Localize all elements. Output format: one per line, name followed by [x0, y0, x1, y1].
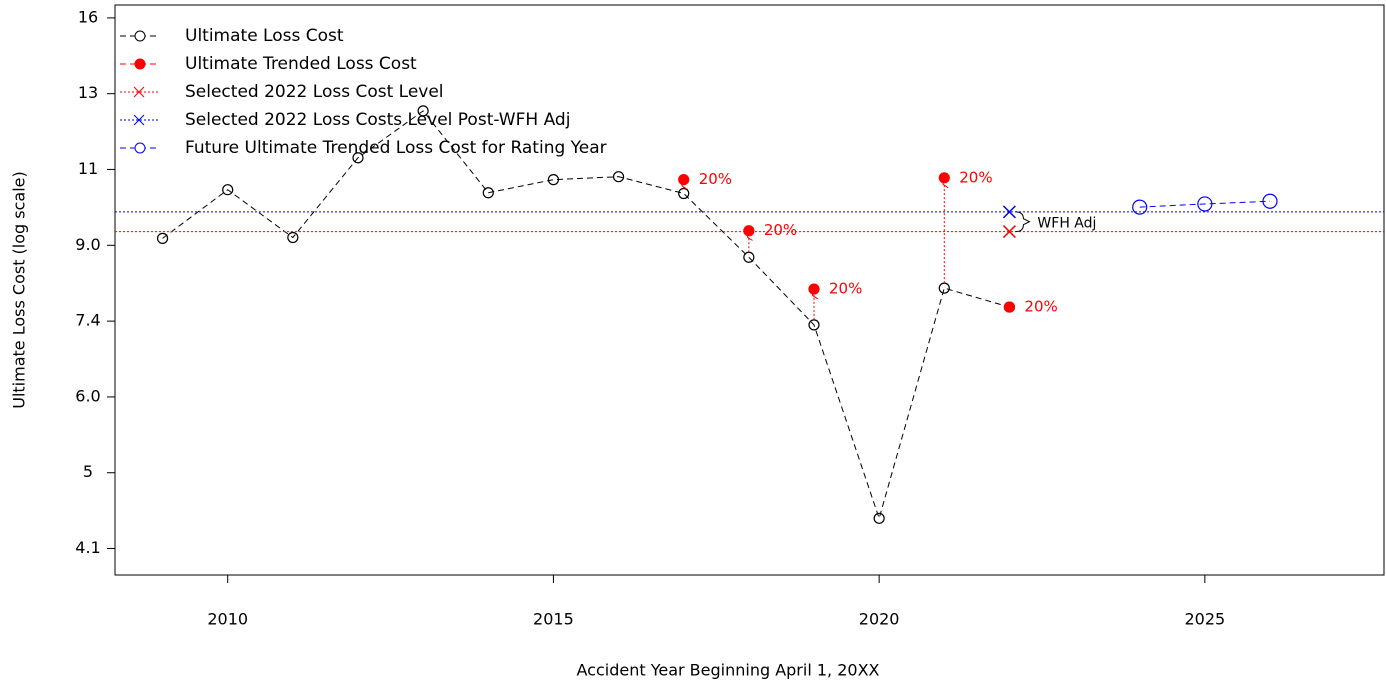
y-tick-label: 6.0	[75, 386, 100, 405]
series-line	[162, 110, 1010, 521]
x-tick-label: 2020	[859, 610, 900, 629]
x-marker	[1002, 225, 1016, 239]
point	[1003, 301, 1016, 313]
point	[352, 152, 364, 164]
change-label: 20%	[959, 168, 992, 186]
legend-label: Future Ultimate Trended Loss Cost for Ra…	[185, 138, 607, 158]
point	[873, 512, 885, 524]
point	[417, 105, 429, 117]
legend-marker	[133, 86, 145, 98]
point	[938, 172, 950, 184]
point	[156, 232, 169, 244]
point	[938, 282, 950, 294]
point	[222, 184, 234, 196]
legend-label: Ultimate Loss Cost	[185, 26, 344, 46]
y-tick-label: 9.0	[75, 235, 100, 254]
legend-marker	[133, 114, 145, 126]
plot-frame	[114, 4, 1385, 576]
point	[1197, 196, 1213, 212]
x-marker	[1002, 205, 1016, 219]
x-tick-label: 2015	[533, 610, 574, 629]
legend-marker	[134, 142, 146, 154]
legend-label: Ultimate Trended Loss Cost	[185, 54, 417, 74]
point	[808, 283, 820, 295]
x-tick-label: 2025	[1184, 610, 1225, 629]
change-label: 20%	[1024, 298, 1057, 316]
legend-marker	[134, 30, 146, 42]
y-tick-label: 4.1	[75, 538, 100, 557]
bracket	[1015, 211, 1031, 233]
point	[1262, 193, 1278, 209]
series-line	[1139, 200, 1271, 208]
point	[1132, 199, 1148, 215]
point	[287, 231, 299, 244]
y-tick-label: 11	[78, 159, 98, 178]
y-tick-label: 16	[78, 7, 98, 26]
point	[678, 174, 690, 186]
annotation: WFH Adj	[1037, 216, 1096, 232]
point	[547, 174, 560, 186]
y-tick-label: 7.4	[75, 311, 100, 330]
x-axis-label: Accident Year Beginning April 1, 20XX	[577, 661, 880, 680]
x-tick-label: 2010	[207, 610, 248, 629]
point	[743, 225, 755, 237]
legend-label: Selected 2022 Loss Costs Level Post-WFH …	[185, 110, 570, 130]
y-tick-label: 5	[83, 462, 93, 481]
point	[678, 187, 690, 200]
change-label: 20%	[764, 221, 797, 239]
y-tick-label: 13	[78, 83, 98, 102]
point	[482, 187, 494, 199]
legend-marker	[134, 58, 146, 70]
change-label: 20%	[699, 170, 732, 188]
point	[612, 171, 625, 183]
legend-label: Selected 2022 Loss Cost Level	[185, 82, 444, 102]
change-label: 20%	[829, 280, 862, 298]
y-axis-label: Ultimate Loss Cost (log scale)	[10, 171, 29, 409]
